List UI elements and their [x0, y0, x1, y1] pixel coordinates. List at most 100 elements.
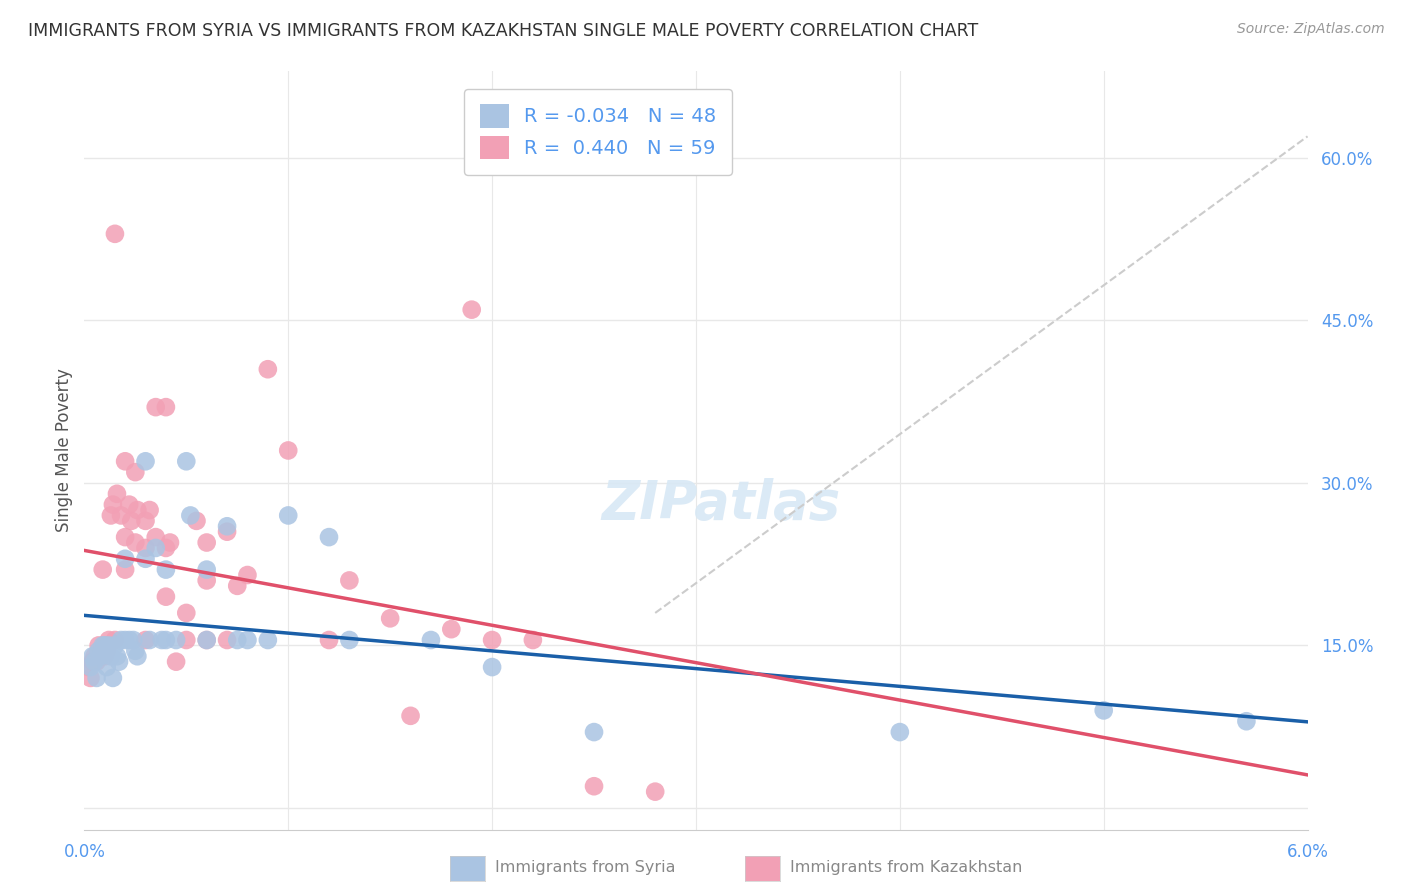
- Point: [226, 579, 249, 593]
- Point: [104, 633, 127, 648]
- Point: [155, 400, 177, 414]
- Point: [114, 551, 136, 566]
- Point: [176, 633, 198, 648]
- Point: [135, 541, 157, 555]
- Point: [105, 649, 128, 664]
- Text: IMMIGRANTS FROM SYRIA VS IMMIGRANTS FROM KAZAKHSTAN SINGLE MALE POVERTY CORRELAT: IMMIGRANTS FROM SYRIA VS IMMIGRANTS FROM…: [28, 22, 979, 40]
- Point: [186, 514, 208, 528]
- Point: [145, 530, 167, 544]
- Point: [77, 660, 100, 674]
- Point: [118, 633, 141, 648]
- Point: [82, 655, 104, 669]
- Point: [380, 611, 402, 625]
- Point: [420, 633, 443, 648]
- Point: [127, 649, 149, 664]
- Point: [522, 633, 544, 648]
- Point: [91, 563, 114, 577]
- Point: [257, 362, 280, 376]
- Point: [440, 622, 463, 636]
- Point: [318, 530, 340, 544]
- Point: [155, 590, 177, 604]
- Point: [155, 541, 177, 555]
- Point: [1092, 703, 1115, 717]
- Point: [236, 568, 259, 582]
- Point: [217, 633, 239, 648]
- Point: [118, 498, 141, 512]
- Point: [83, 649, 105, 664]
- Text: ZIPatlas: ZIPatlas: [600, 477, 839, 530]
- Point: [176, 454, 198, 468]
- Point: [159, 535, 181, 549]
- Point: [217, 519, 239, 533]
- Point: [150, 633, 173, 648]
- Point: [104, 227, 127, 241]
- Point: [138, 503, 160, 517]
- Point: [120, 514, 142, 528]
- Point: [257, 633, 280, 648]
- Point: [101, 671, 124, 685]
- Point: [1236, 714, 1258, 729]
- Point: [86, 655, 108, 669]
- Point: [82, 649, 104, 664]
- Point: [277, 443, 299, 458]
- Point: [135, 633, 157, 648]
- Y-axis label: Single Male Poverty: Single Male Poverty: [55, 368, 73, 533]
- Point: [114, 454, 136, 468]
- Text: Source: ZipAtlas.com: Source: ZipAtlas.com: [1237, 22, 1385, 37]
- Point: [93, 639, 117, 653]
- Point: [86, 671, 108, 685]
- Point: [179, 508, 201, 523]
- Point: [176, 606, 198, 620]
- Point: [481, 633, 503, 648]
- Point: [114, 530, 136, 544]
- Point: [461, 302, 484, 317]
- Point: [96, 644, 118, 658]
- Point: [135, 551, 157, 566]
- Point: [145, 541, 167, 555]
- Point: [124, 465, 146, 479]
- Point: [100, 649, 122, 664]
- Point: [644, 785, 666, 799]
- Point: [145, 400, 167, 414]
- Point: [195, 563, 218, 577]
- Point: [79, 660, 101, 674]
- Point: [124, 644, 146, 658]
- Point: [108, 655, 131, 669]
- Point: [155, 563, 177, 577]
- Point: [110, 508, 132, 523]
- Point: [399, 708, 422, 723]
- Text: Immigrants from Syria: Immigrants from Syria: [495, 861, 675, 875]
- Point: [277, 508, 299, 523]
- Legend: R = -0.034   N = 48, R =  0.440   N = 59: R = -0.034 N = 48, R = 0.440 N = 59: [464, 88, 733, 175]
- Point: [195, 633, 218, 648]
- Point: [100, 508, 122, 523]
- Point: [217, 524, 239, 539]
- Point: [93, 644, 117, 658]
- Point: [79, 671, 101, 685]
- Point: [481, 660, 503, 674]
- Point: [90, 649, 112, 664]
- Point: [93, 649, 117, 664]
- Point: [138, 633, 160, 648]
- Point: [165, 633, 187, 648]
- Point: [122, 633, 145, 648]
- Text: Immigrants from Kazakhstan: Immigrants from Kazakhstan: [790, 861, 1022, 875]
- Point: [195, 633, 218, 648]
- Point: [105, 487, 128, 501]
- Point: [97, 639, 120, 653]
- Point: [318, 633, 340, 648]
- Point: [127, 503, 149, 517]
- Point: [226, 633, 249, 648]
- Point: [155, 633, 177, 648]
- Point: [889, 725, 911, 739]
- Point: [339, 574, 361, 588]
- Point: [583, 779, 606, 793]
- Point: [165, 655, 187, 669]
- Point: [110, 633, 132, 648]
- Point: [114, 563, 136, 577]
- Point: [114, 633, 136, 648]
- Point: [583, 725, 606, 739]
- Point: [87, 644, 110, 658]
- Point: [104, 639, 127, 653]
- Point: [236, 633, 259, 648]
